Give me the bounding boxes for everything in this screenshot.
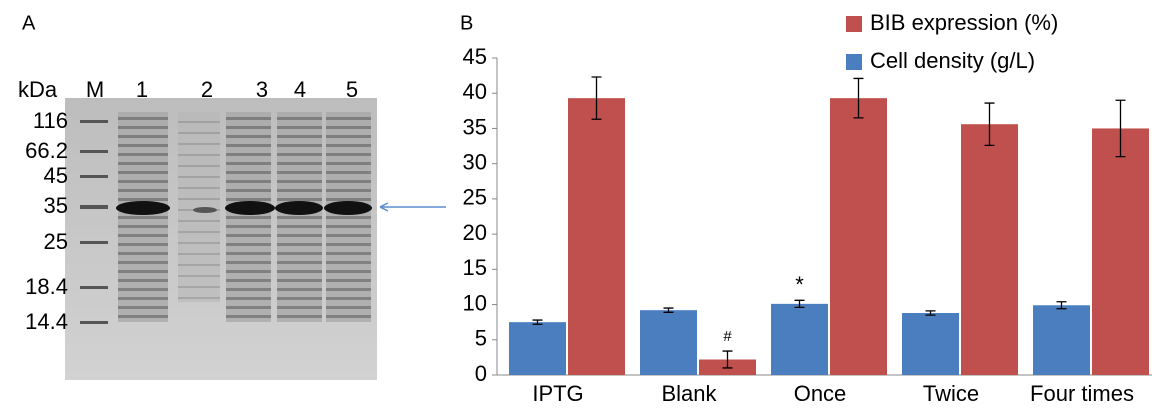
- marker-label: 18.4: [25, 274, 68, 299]
- y-tick-label: 40: [463, 79, 487, 104]
- lane-label: 3: [256, 77, 268, 102]
- lane-label: 1: [136, 77, 148, 102]
- bar: [640, 310, 697, 375]
- lane-label: 5: [346, 77, 358, 102]
- bar: [771, 303, 828, 375]
- marker-label: 25: [44, 229, 68, 254]
- chart: 0 5 10 15 20 25 30 35 40 45 IPTG Blank Once Twice Four…: [463, 10, 1152, 406]
- error-bar: [591, 76, 602, 120]
- x-tick-label: IPTG: [532, 381, 583, 406]
- lane-label: 4: [294, 77, 306, 102]
- x-tick-label: Four times: [1030, 381, 1134, 406]
- y-tick-label: 5: [475, 326, 487, 351]
- marker-label: 66.2: [25, 138, 68, 163]
- bar: [1033, 305, 1090, 375]
- annotation: *: [795, 272, 804, 297]
- error-bar: [663, 307, 674, 313]
- error-bar: [794, 299, 805, 309]
- y-tick-label: 20: [463, 220, 487, 245]
- y-tick-label: 0: [475, 361, 487, 386]
- panel-label: A: [22, 12, 36, 34]
- marker-label: 35: [44, 193, 68, 218]
- bar: [902, 313, 959, 375]
- unit-label: kDa: [18, 77, 58, 102]
- legend-swatch: [846, 54, 862, 70]
- annotation: #: [723, 328, 732, 345]
- x-tick-label: Twice: [923, 381, 979, 406]
- legend-label: Cell density (g/L): [870, 48, 1035, 73]
- bar: [830, 98, 887, 376]
- y-tick-label: 25: [463, 185, 487, 210]
- lane-label: M: [86, 77, 104, 102]
- bar: [1092, 128, 1149, 375]
- x-tick-label: Blank: [661, 381, 717, 406]
- error-bar: [1115, 99, 1126, 158]
- error-bar: [925, 310, 936, 316]
- y-tick-label: 35: [463, 114, 487, 139]
- legend-label: BIB expression (%): [870, 10, 1058, 35]
- y-tick-label: 10: [463, 290, 487, 315]
- bar: [961, 124, 1018, 376]
- bar: [509, 322, 566, 375]
- legend-swatch: [846, 16, 862, 32]
- y-tick-label: 30: [463, 149, 487, 174]
- error-bar: [532, 319, 543, 325]
- error-bar: [722, 350, 733, 369]
- marker-label: 45: [44, 163, 68, 188]
- y-tick-label: 45: [463, 44, 487, 69]
- panel-label: B: [460, 12, 473, 34]
- y-tick-label: 15: [463, 255, 487, 280]
- marker-label: 14.4: [25, 309, 68, 334]
- error-bar: [853, 77, 864, 119]
- bar: [568, 98, 625, 376]
- lane-label: 2: [201, 77, 213, 102]
- x-tick-label: Once: [794, 381, 847, 406]
- error-bar: [984, 102, 995, 147]
- error-bar: [1056, 301, 1067, 310]
- gel-image: [65, 98, 446, 380]
- marker-label: 116: [33, 108, 68, 133]
